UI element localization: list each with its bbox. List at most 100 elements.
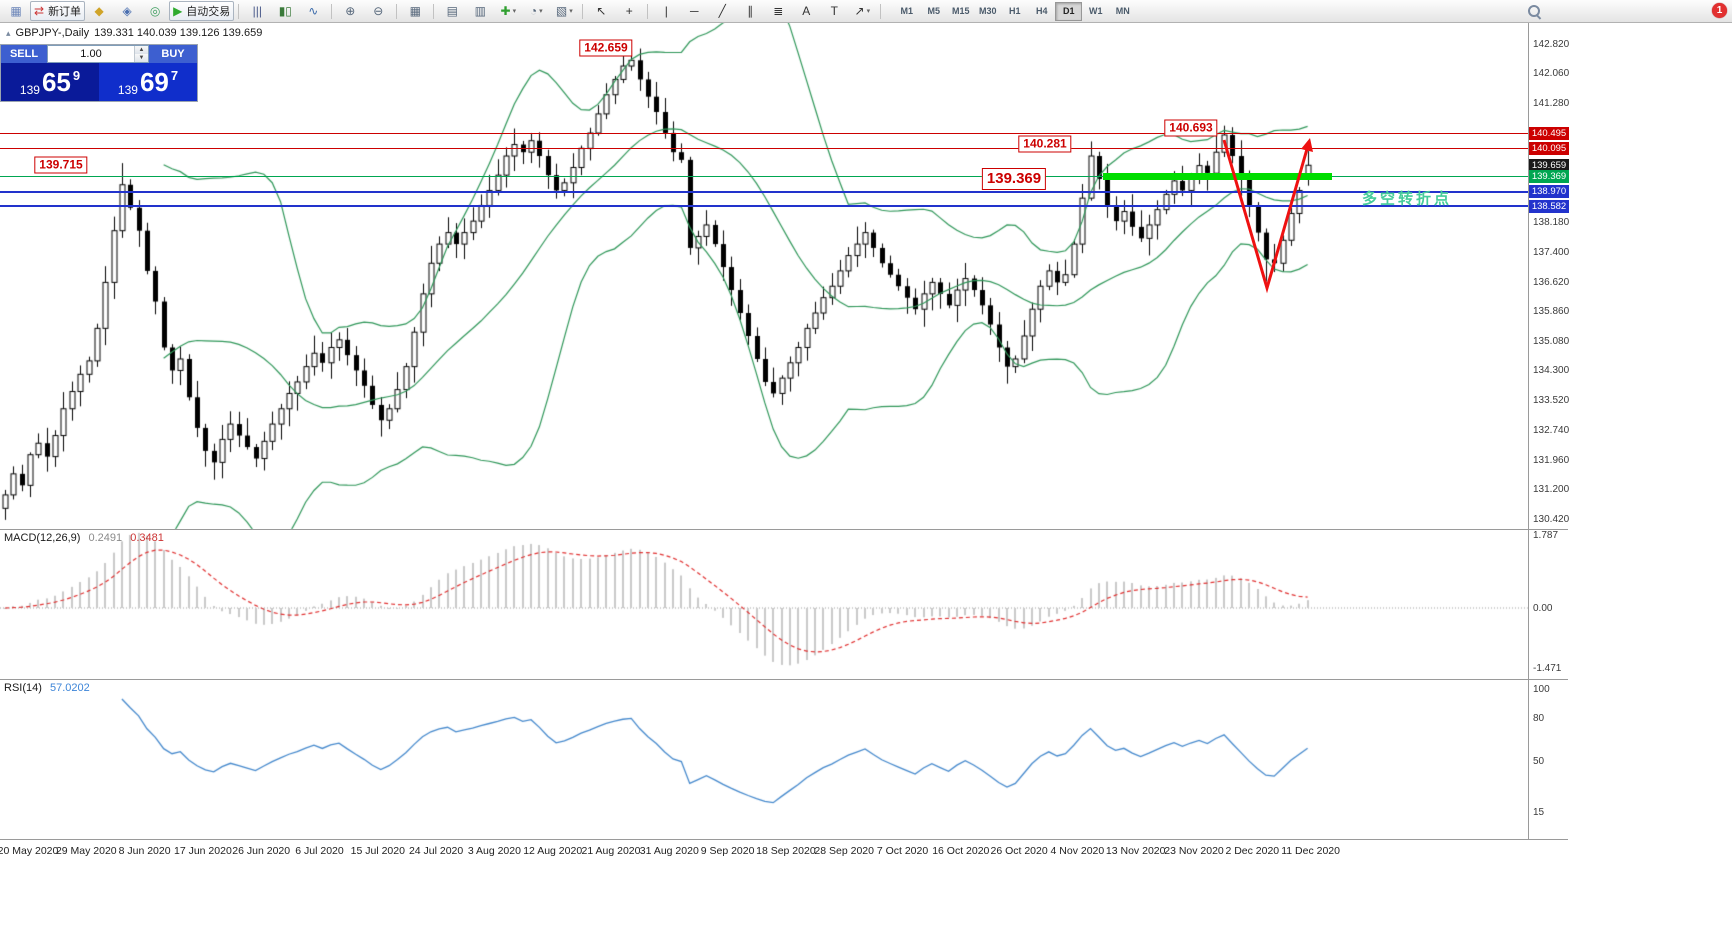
toolbar-template[interactable]: ▧ ▾ — [550, 1, 578, 21]
toolbar-cascade-windows[interactable]: ▥ — [466, 1, 494, 21]
timeframe-button-H1[interactable]: H1 — [1009, 6, 1021, 16]
toolbar-candlestick-chart-type[interactable]: ▮▯ — [271, 1, 299, 21]
support-resistance-bar[interactable] — [1103, 172, 1332, 180]
toolbar-market-watch[interactable]: ◆ — [85, 1, 113, 21]
reversal-note-text[interactable]: 多空转折点 — [1361, 190, 1453, 208]
toolbar-period-clock[interactable]: ◔ ▾ — [522, 1, 550, 21]
horizontal-line-138.582[interactable] — [0, 205, 1528, 208]
buy-price-button[interactable]: 139 69 7 — [99, 63, 197, 101]
price-axis-tag-138.582: 138.582 — [1529, 199, 1569, 213]
toolbar-crosshair[interactable]: + — [615, 1, 643, 21]
date-axis-label: 15 Jul 2020 — [350, 845, 405, 857]
toolbar-trendline[interactable]: ╱ — [708, 1, 736, 21]
toolbar-vertical-line[interactable]: | — [652, 1, 680, 21]
macd-pane-separator[interactable] — [0, 529, 1568, 530]
arrange-windows-icon: ▤ — [446, 4, 458, 18]
shapes-icon: ↗ — [854, 4, 865, 18]
price-label-140.693[interactable]: 140.693 — [1164, 119, 1218, 137]
dropdown-arrow-icon[interactable]: ▾ — [569, 8, 573, 15]
toolbar-bar-chart-type[interactable]: ||| — [243, 1, 271, 21]
horizontal-line-140.095[interactable] — [0, 148, 1528, 150]
timeframe-button-M5[interactable]: M5 — [927, 6, 941, 16]
toolbar-arrange-windows[interactable]: ▤ — [438, 1, 466, 21]
toolbar-zoom-out[interactable]: ⊖ — [364, 1, 392, 21]
sell-price-button[interactable]: 139 65 9 — [1, 63, 99, 101]
rsi-pane-separator[interactable] — [0, 679, 1568, 680]
rsi-axis-tick: 15 — [1533, 806, 1545, 818]
toolbar-navigator[interactable]: ◎ — [141, 1, 169, 21]
volume-input[interactable] — [48, 46, 134, 62]
toolbar-zoom-in[interactable]: ⊕ — [336, 1, 364, 21]
trendline-icon: ╱ — [718, 4, 726, 18]
sell-price-main: 65 — [41, 67, 71, 97]
toolbar-chart-window[interactable]: ▦ — [2, 1, 30, 21]
macd-signal-value: 0.3481 — [130, 532, 164, 544]
price-axis-tick: 135.860 — [1533, 305, 1570, 317]
price-label-140.281[interactable]: 140.281 — [1018, 135, 1072, 153]
fibonacci-icon: ≣ — [773, 4, 784, 18]
toolbar-horizontal-line[interactable]: ─ — [680, 1, 708, 21]
toolbar-buttons: ▦ ⇄ 新订单 ◆ ◈ ◎ ▶ 自动交易 ||| ▮▯ ∿ ⊕ ⊖ ▦ ▤ ▥ ✚ ▾ ◔ ▾ ▧ ▾ ↖ + | ─ ╱ ∥ ≣ A T ↗… — [2, 1, 885, 21]
cascade-windows-icon: ▥ — [474, 4, 486, 18]
price-axis-tick: 138.180 — [1533, 216, 1570, 228]
notification-badge[interactable]: 1 — [1712, 3, 1727, 18]
timeframe-button-M1[interactable]: M1 — [900, 6, 914, 16]
price-axis-tick: 131.200 — [1533, 484, 1570, 496]
volume-up-button[interactable]: ▲ — [135, 46, 148, 54]
date-axis-label: 20 May 2020 — [0, 845, 59, 857]
timeframe-button-M15[interactable]: M15 — [952, 6, 970, 16]
sell-button[interactable]: SELL — [1, 45, 47, 63]
line-chart-type-icon: ∿ — [308, 4, 319, 18]
toolbar-text-label[interactable]: T — [820, 1, 848, 21]
horizontal-line-140.495[interactable] — [0, 132, 1528, 134]
toolbar-shapes[interactable]: ↗ ▾ — [848, 1, 876, 21]
macd-axis-tick: 0.00 — [1533, 603, 1553, 614]
price-label-139.715[interactable]: 139.715 — [34, 156, 88, 174]
dropdown-arrow-icon[interactable]: ▾ — [512, 8, 517, 15]
rsi-value: 57.0202 — [49, 682, 90, 694]
toolbar-line-chart-type[interactable]: ∿ — [299, 1, 327, 21]
toolbar-tile-windows[interactable]: ▦ — [401, 1, 429, 21]
toolbar-fibonacci[interactable]: ≣ — [764, 1, 792, 21]
macd-main-value: 0.2491 — [88, 532, 123, 544]
timeframe-button-W1[interactable]: W1 — [1089, 6, 1103, 16]
text-icon: A — [802, 4, 811, 18]
tile-windows-icon: ▦ — [409, 4, 421, 18]
dropdown-arrow-icon[interactable]: ▾ — [866, 8, 871, 15]
toolbar-separator — [331, 3, 333, 19]
price-axis-tag-139.659: 139.659 — [1529, 158, 1569, 172]
toolbar-text[interactable]: A — [792, 1, 820, 21]
toolbar-equidistant-channel[interactable]: ∥ — [736, 1, 764, 21]
date-axis-label: 12 Aug 2020 — [523, 845, 583, 857]
timeframe-button-H4[interactable]: H4 — [1036, 6, 1048, 16]
macd-name: MACD(12,26,9) — [4, 532, 81, 544]
date-axis-label: 16 Oct 2020 — [932, 845, 990, 857]
buy-button[interactable]: BUY — [149, 45, 197, 63]
timeframe-button-MN[interactable]: MN — [1115, 6, 1130, 16]
date-axis-label: 13 Nov 2020 — [1105, 845, 1166, 857]
zoom-out-icon: ⊖ — [373, 4, 384, 18]
toolbar-auto-trading-button[interactable]: ▶ 自动交易 — [169, 1, 235, 21]
search-icon[interactable] — [1527, 4, 1542, 19]
horizontal-line-138.970[interactable] — [0, 190, 1528, 193]
price-label-139.369[interactable]: 139.369 — [981, 168, 1047, 190]
toolbar-data-window[interactable]: ◈ — [113, 1, 141, 21]
rsi-axis-tick: 100 — [1533, 683, 1550, 695]
toolbar-cursor[interactable]: ↖ — [587, 1, 615, 21]
auto-trading-button: ▶ — [173, 4, 183, 18]
volume-down-button[interactable]: ▼ — [135, 54, 148, 62]
toolbar-add-indicator[interactable]: ✚ ▾ — [494, 1, 522, 21]
timeframe-button-M30[interactable]: M30 — [979, 6, 997, 16]
crosshair-icon: + — [625, 4, 633, 18]
one-click-trading-panel: SELL ▲ ▼ BUY 139 65 9 139 69 7 — [0, 44, 198, 102]
period-clock-icon: ◔ — [529, 4, 538, 18]
date-axis-label: 6 Jul 2020 — [295, 845, 344, 857]
horizontal-line-139.369[interactable] — [0, 175, 1528, 177]
timeframe-button-D1[interactable]: D1 — [1055, 1, 1083, 21]
dropdown-arrow-icon[interactable]: ▾ — [539, 8, 543, 15]
date-axis-label: 18 Sep 2020 — [756, 845, 816, 857]
toolbar-new-order-button[interactable]: ⇄ 新订单 — [30, 1, 86, 21]
price-label-142.659[interactable]: 142.659 — [579, 39, 633, 57]
